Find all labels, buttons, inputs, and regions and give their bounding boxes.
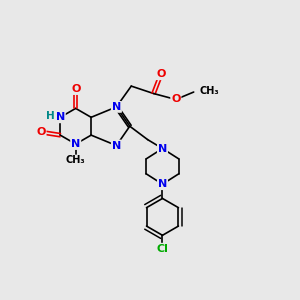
Text: N: N: [56, 112, 65, 122]
Text: H: H: [46, 111, 55, 121]
Text: N: N: [112, 102, 121, 112]
Text: O: O: [156, 69, 166, 79]
Text: O: O: [36, 127, 46, 137]
Text: N: N: [112, 140, 121, 151]
Text: N: N: [158, 143, 167, 154]
Text: CH₃: CH₃: [66, 155, 86, 165]
Text: N: N: [71, 139, 80, 149]
Text: CH₃: CH₃: [200, 85, 219, 96]
Text: N: N: [158, 179, 167, 189]
Text: Cl: Cl: [157, 244, 168, 254]
Text: O: O: [171, 94, 181, 104]
Text: O: O: [71, 84, 80, 94]
